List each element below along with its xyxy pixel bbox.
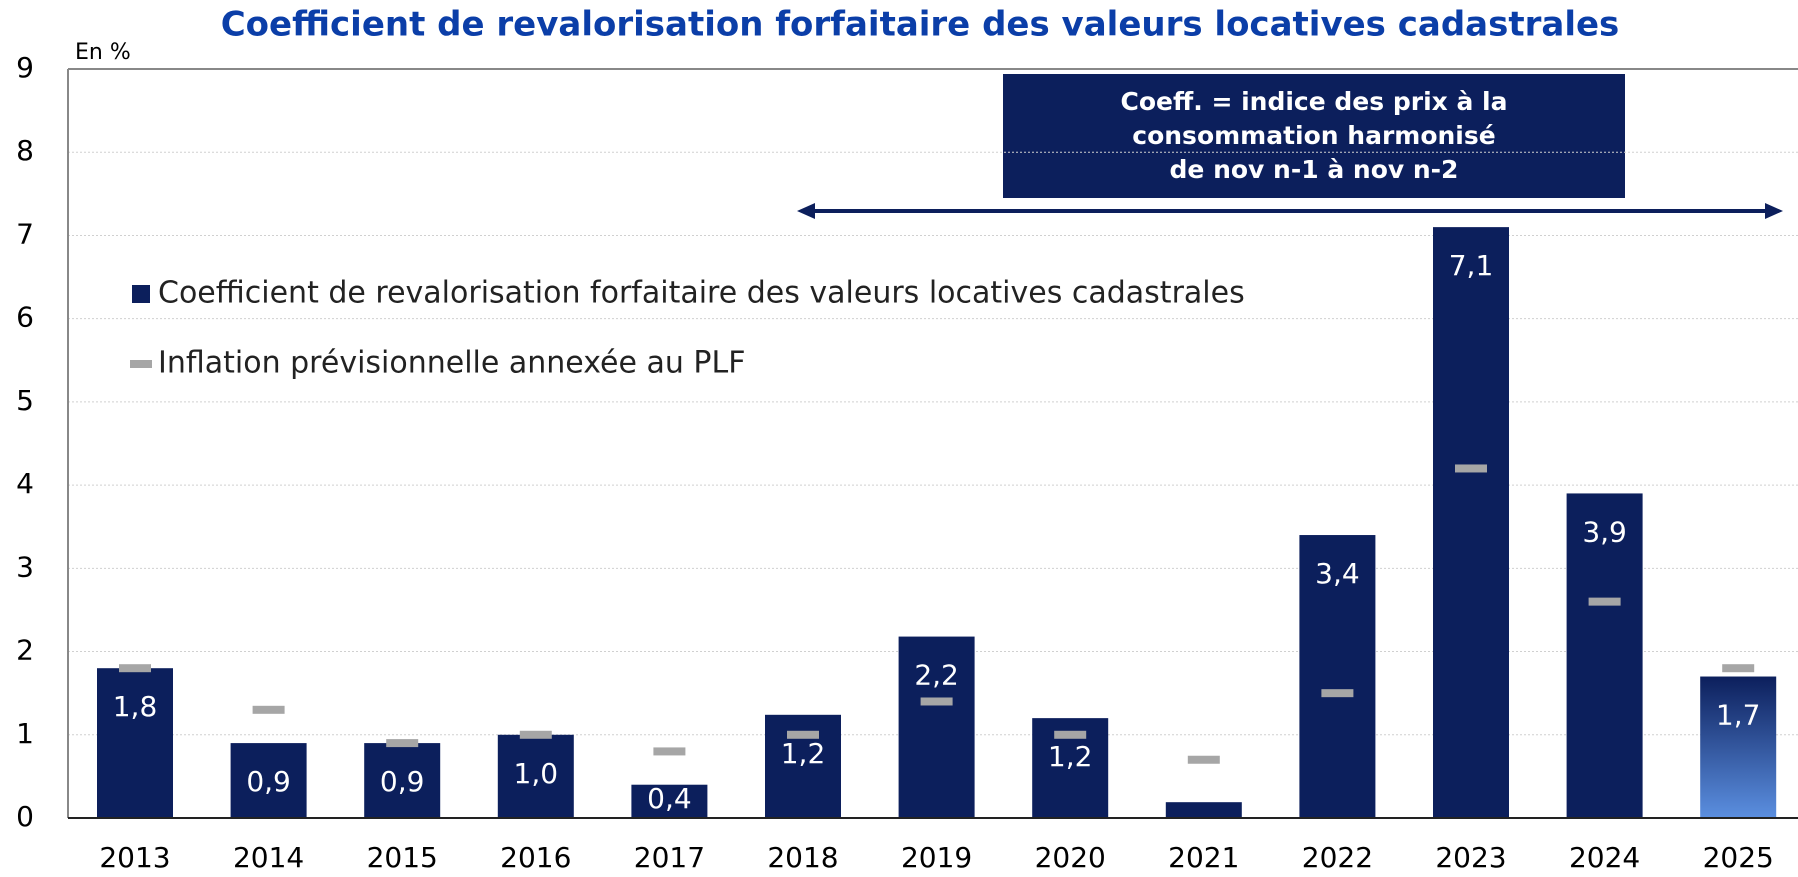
inflation-marker: [252, 705, 285, 714]
annotation-line: consommation harmonisé: [1132, 121, 1495, 150]
value-label: 1,8: [113, 690, 158, 723]
x-tick-label: 2025: [1703, 841, 1774, 874]
bar: [1700, 676, 1777, 818]
inflation-marker: [920, 697, 953, 706]
x-tick-label: 2013: [99, 841, 170, 874]
y-tick-label: 5: [16, 384, 34, 417]
legend-swatch: [132, 285, 150, 303]
bar: [497, 734, 574, 818]
y-tick-label: 4: [16, 467, 34, 500]
value-label: 0,9: [380, 765, 425, 798]
x-tick-label: 2019: [901, 841, 972, 874]
x-tick-label: 2016: [500, 841, 571, 874]
x-tick-label: 2024: [1569, 841, 1640, 874]
value-label: 1,2: [1048, 740, 1093, 773]
value-label: 0,4: [647, 782, 692, 815]
y-tick-label: 3: [16, 550, 34, 583]
bar: [230, 743, 307, 818]
x-tick-label: 2023: [1435, 841, 1506, 874]
inflation-marker: [519, 730, 552, 739]
x-tick-label: 2015: [367, 841, 438, 874]
value-label: 0,9: [246, 765, 291, 798]
y-tick-label: 1: [16, 717, 34, 750]
legend-swatch: [130, 360, 152, 368]
y-tick-label: 7: [16, 217, 34, 250]
inflation-marker: [1588, 597, 1621, 606]
legend-label: Coefficient de revalorisation forfaitair…: [158, 276, 1245, 311]
annotation-line: Coeff. = indice des prix à la: [1121, 87, 1508, 116]
annotation-line: de nov n-1 à nov n-2: [1170, 155, 1459, 184]
inflation-marker: [653, 747, 686, 756]
bar: [1433, 227, 1509, 819]
bar: [1566, 493, 1643, 818]
value-label: 3,4: [1315, 557, 1360, 590]
y-tick-label: 9: [16, 51, 34, 84]
bar: [1299, 535, 1376, 818]
y-unit: En %: [75, 40, 131, 65]
y-tick-label: 8: [16, 134, 34, 167]
x-tick-label: 2017: [634, 841, 705, 874]
value-label: 7,1: [1449, 249, 1494, 282]
arrow-head: [1765, 203, 1783, 219]
bar: [898, 636, 975, 818]
inflation-marker: [119, 664, 151, 673]
inflation-marker: [1187, 755, 1220, 764]
bar: [364, 743, 441, 818]
x-tick-label: 2018: [767, 841, 838, 874]
value-label: 1,2: [781, 737, 826, 770]
x-tick-label: 2014: [233, 841, 304, 874]
bar: [97, 668, 173, 818]
chart-title: Coefficient de revalorisation forfaitair…: [221, 5, 1620, 45]
bar: [631, 784, 708, 818]
annotation-box: [1003, 74, 1625, 198]
y-tick-label: 6: [16, 301, 34, 334]
x-tick-label: 2022: [1302, 841, 1373, 874]
y-tick-label: 0: [16, 800, 34, 833]
value-label: 1,0: [514, 757, 559, 790]
y-tick-label: 2: [16, 634, 34, 667]
inflation-marker: [1054, 730, 1087, 739]
inflation-marker: [787, 730, 819, 739]
value-label: 2,2: [914, 659, 959, 692]
x-tick-label: 2020: [1035, 841, 1106, 874]
arrow-head: [797, 203, 815, 219]
value-label: 1,7: [1716, 699, 1761, 732]
inflation-marker: [1321, 689, 1354, 698]
inflation-marker: [1455, 464, 1487, 473]
value-label: 3,9: [1582, 515, 1627, 548]
inflation-marker: [386, 739, 419, 748]
legend-label: Inflation prévisionnelle annexée au PLF: [158, 346, 746, 381]
inflation-marker: [1722, 664, 1755, 673]
bar: [1165, 802, 1242, 818]
x-tick-label: 2021: [1168, 841, 1239, 874]
